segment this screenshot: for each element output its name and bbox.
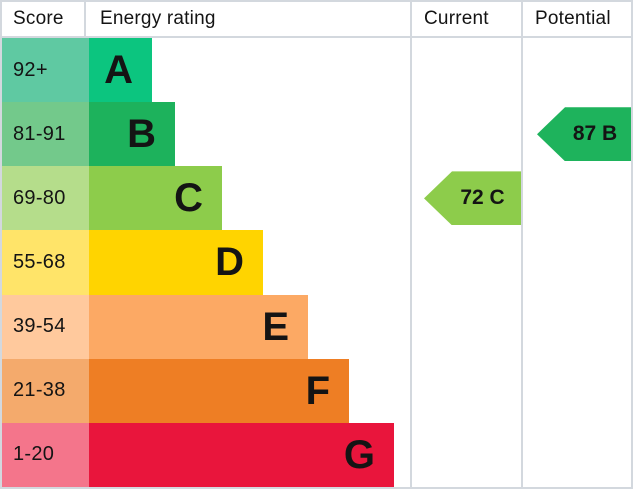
band-row-d: 55-68 D bbox=[2, 230, 631, 295]
band-score-range: 92+ bbox=[2, 38, 89, 103]
band-row-a: 92+ A bbox=[2, 38, 631, 103]
band-row-f: 21-38 F bbox=[2, 358, 631, 423]
band-bar-f: F bbox=[89, 358, 349, 423]
band-score-range: 55-68 bbox=[2, 230, 89, 295]
band-score-range: 21-38 bbox=[2, 358, 89, 423]
band-bar-d: D bbox=[89, 230, 263, 295]
band-row-g: 1-20 G bbox=[2, 422, 631, 487]
band-score-range: 81-91 bbox=[2, 102, 89, 167]
band-score-range: 1-20 bbox=[2, 422, 89, 487]
current-column-divider bbox=[410, 2, 412, 487]
band-bar-g: G bbox=[89, 422, 394, 487]
potential-column-header: Potential bbox=[535, 8, 611, 29]
band-row-c: 69-80 C bbox=[2, 166, 631, 231]
potential-column-divider bbox=[521, 2, 523, 487]
band-score-range: 69-80 bbox=[2, 166, 89, 231]
band-score-range: 39-54 bbox=[2, 294, 89, 359]
band-row-b: 81-91 B bbox=[2, 102, 631, 167]
energy-rating-column-header: Energy rating bbox=[100, 8, 216, 29]
band-bar-b: B bbox=[89, 102, 175, 167]
band-bar-a: A bbox=[89, 38, 152, 103]
score-column-divider bbox=[84, 2, 86, 36]
band-rows: 92+ A 81-91 B 69-80 C 55-68 D 39-54 E 21-38 F 1-20 G bbox=[2, 38, 631, 487]
band-bar-e: E bbox=[89, 294, 308, 359]
current-column-header: Current bbox=[424, 8, 489, 29]
band-bar-c: C bbox=[89, 166, 222, 231]
score-column-header: Score bbox=[13, 8, 64, 29]
header-bottom-divider bbox=[2, 36, 631, 38]
band-row-e: 39-54 E bbox=[2, 294, 631, 359]
